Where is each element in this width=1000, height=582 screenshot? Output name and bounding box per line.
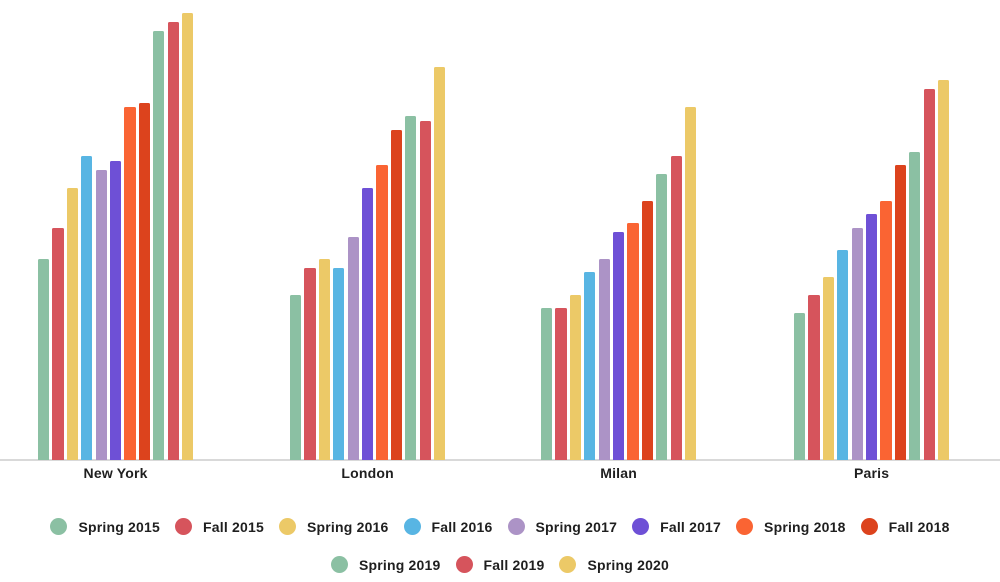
bar-fall-2015-paris[interactable] — [808, 294, 820, 460]
legend-label: Spring 2017 — [535, 518, 618, 535]
bar-spring-2016-paris[interactable] — [822, 276, 835, 460]
legend-marker-circle-spring-2017 — [507, 518, 525, 535]
bar-spring-2019-paris[interactable] — [909, 151, 921, 460]
bar-spring-2015-new-york[interactable] — [38, 259, 50, 460]
bar-fall-2018-milan[interactable] — [641, 201, 654, 460]
legend-label: Fall 2019 — [483, 556, 545, 573]
legend-marker-circle-spring-2018 — [736, 518, 754, 535]
bar-fall-2018-paris[interactable] — [894, 165, 907, 460]
x-axis-label-milan: Milan — [600, 465, 637, 481]
x-axis-label-new-york: New York — [83, 465, 148, 481]
bar-spring-2020-paris[interactable] — [937, 80, 950, 460]
bar-group-new-york — [38, 0, 194, 460]
bar-spring-2018-milan[interactable] — [627, 223, 639, 460]
plot-area — [0, 0, 1000, 461]
legend-item-fall-2016[interactable]: Fall 2016 — [403, 518, 493, 535]
legend-label: Fall 2015 — [203, 518, 264, 535]
bar-fall-2015-new-york[interactable] — [52, 227, 64, 460]
bar-spring-2016-london[interactable] — [318, 259, 331, 460]
bar-spring-2016-new-york[interactable] — [66, 187, 79, 460]
legend-marker-circle-fall-2017 — [632, 518, 650, 535]
bar-spring-2017-london[interactable] — [347, 236, 359, 460]
bar-spring-2020-new-york[interactable] — [181, 13, 194, 460]
legend-row-1: Spring 2015 Fall 2015 Spring 2016 Fall 2016… — [0, 518, 1000, 535]
legend-label: Spring 2020 — [587, 556, 670, 573]
bar-spring-2018-london[interactable] — [376, 165, 388, 460]
bar-spring-2016-milan[interactable] — [569, 294, 582, 460]
legend-item-spring-2017[interactable]: Spring 2017 — [507, 518, 618, 535]
bar-spring-2020-london[interactable] — [433, 67, 446, 460]
bar-fall-2016-london[interactable] — [333, 268, 345, 460]
bar-group-london — [290, 0, 446, 460]
bar-spring-2015-milan[interactable] — [541, 308, 553, 460]
legend-marker-circle-fall-2015 — [175, 518, 193, 535]
bar-spring-2019-london[interactable] — [405, 116, 417, 460]
legend-item-fall-2019[interactable]: Fall 2019 — [455, 556, 545, 573]
legend-marker-circle-spring-2015 — [50, 518, 68, 535]
bar-spring-2019-new-york[interactable] — [153, 31, 165, 460]
x-axis-line — [0, 459, 1000, 461]
bar-fall-2017-milan[interactable] — [612, 232, 625, 460]
bar-spring-2018-new-york[interactable] — [124, 107, 136, 460]
legend-label: Fall 2016 — [431, 518, 493, 535]
bar-spring-2020-milan[interactable] — [684, 107, 697, 460]
bar-fall-2019-paris[interactable] — [923, 89, 935, 460]
x-axis-label-paris: Paris — [853, 465, 890, 481]
legend-item-spring-2016[interactable]: Spring 2016 — [278, 518, 389, 535]
bar-spring-2019-milan[interactable] — [656, 174, 668, 460]
bar-fall-2019-milan[interactable] — [670, 156, 682, 460]
bar-spring-2017-new-york[interactable] — [95, 169, 107, 460]
bar-group-milan — [541, 0, 697, 460]
bar-spring-2015-london[interactable] — [290, 294, 302, 460]
legend-marker-circle-spring-2019 — [330, 556, 348, 573]
legend-label: Fall 2018 — [888, 518, 950, 535]
bar-fall-2017-london[interactable] — [361, 187, 374, 460]
legend-marker-circle-fall-2018 — [860, 518, 878, 535]
bar-fall-2015-london[interactable] — [304, 268, 316, 460]
bar-spring-2015-paris[interactable] — [794, 312, 806, 460]
legend-item-spring-2018[interactable]: Spring 2018 — [736, 518, 846, 535]
legend-marker-circle-fall-2016 — [403, 518, 421, 535]
legend-item-fall-2017[interactable]: Fall 2017 — [632, 518, 721, 535]
bar-fall-2019-new-york[interactable] — [167, 22, 179, 460]
bar-spring-2017-milan[interactable] — [598, 259, 610, 460]
legend-marker-circle-spring-2016 — [278, 518, 296, 535]
legend-marker-circle-fall-2019 — [455, 556, 473, 573]
legend-label: Spring 2016 — [306, 518, 389, 535]
bar-spring-2018-paris[interactable] — [880, 201, 892, 460]
x-axis-label-london: London — [341, 465, 394, 481]
bar-fall-2018-new-york[interactable] — [138, 102, 151, 460]
legend-item-fall-2015[interactable]: Fall 2015 — [175, 518, 264, 535]
legend-label: Fall 2017 — [660, 518, 722, 535]
legend-label: Spring 2015 — [78, 518, 161, 535]
bar-fall-2018-london[interactable] — [390, 129, 403, 460]
legend-item-spring-2015[interactable]: Spring 2015 — [50, 518, 160, 535]
legend-label: Spring 2019 — [358, 556, 441, 573]
legend-item-fall-2018[interactable]: Fall 2018 — [860, 518, 950, 535]
bar-group-paris — [794, 0, 950, 460]
legend-item-spring-2019[interactable]: Spring 2019 — [330, 556, 441, 573]
bar-fall-2019-london[interactable] — [419, 120, 431, 460]
bar-fall-2017-new-york[interactable] — [109, 160, 122, 460]
legend-item-spring-2020[interactable]: Spring 2020 — [559, 556, 669, 573]
bar-fall-2016-milan[interactable] — [584, 272, 596, 460]
bar-fall-2017-paris[interactable] — [865, 214, 878, 460]
bar-spring-2017-paris[interactable] — [851, 227, 863, 460]
legend-row-2: Spring 2019 Fall 2019 Spring 2020 — [0, 556, 1000, 573]
legend-marker-circle-spring-2020 — [559, 556, 577, 573]
legend-label: Spring 2018 — [764, 518, 846, 535]
bar-fall-2015-milan[interactable] — [555, 308, 567, 460]
bar-fall-2016-paris[interactable] — [837, 250, 849, 460]
bar-fall-2016-new-york[interactable] — [81, 156, 93, 460]
